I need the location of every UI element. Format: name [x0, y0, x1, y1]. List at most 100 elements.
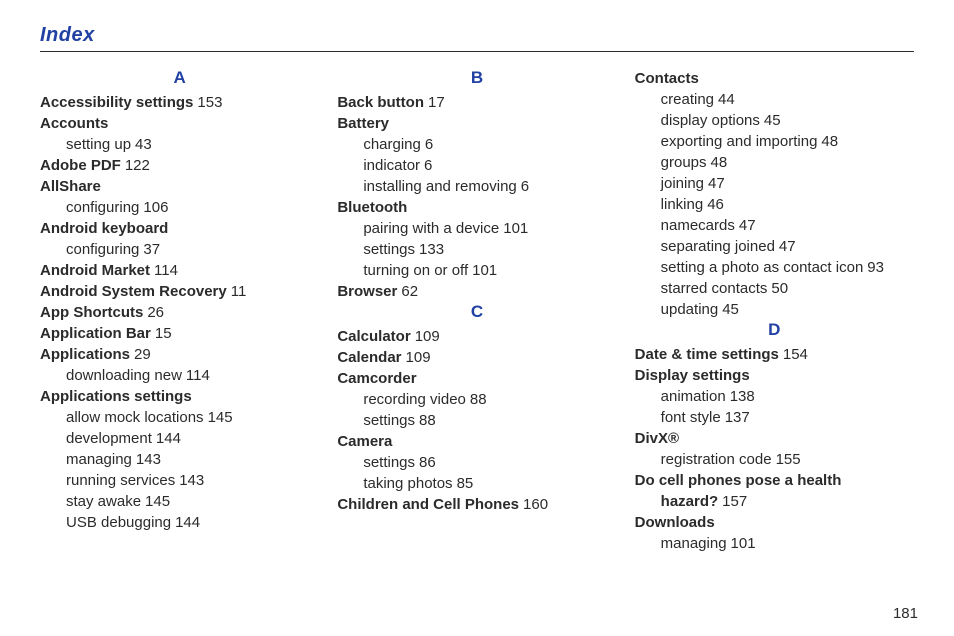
index-entry: Applications29: [40, 344, 319, 365]
index-page-ref: 145: [145, 493, 170, 510]
index-page-ref: 37: [143, 241, 160, 258]
index-subterm: taking photos: [363, 475, 452, 492]
index-page-ref: 46: [707, 196, 724, 213]
index-subterm: installing and removing: [363, 178, 516, 195]
index-page-ref: 137: [725, 409, 750, 426]
index-page-ref: 15: [155, 325, 172, 342]
index-subentry: turning on or off101: [337, 260, 616, 281]
index-subterm: separating joined: [661, 238, 775, 255]
index-page-ref: 88: [419, 412, 436, 429]
index-subentry: pairing with a device101: [337, 218, 616, 239]
index-subterm: allow mock locations: [66, 409, 204, 426]
index-term: Accounts: [40, 115, 108, 132]
index-subterm: setting up: [66, 136, 131, 153]
index-term: Browser: [337, 283, 397, 300]
index-subentry: joining47: [635, 173, 914, 194]
index-page-ref: 17: [428, 94, 445, 111]
index-page-ref: 47: [708, 175, 725, 192]
index-subentry: development144: [40, 428, 319, 449]
index-column: Contactscreating44display options45expor…: [635, 68, 914, 554]
index-subterm: animation: [661, 388, 726, 405]
index-page-ref: 93: [867, 259, 884, 276]
index-page-ref: 101: [472, 262, 497, 279]
index-entry: Back button17: [337, 92, 616, 113]
index-page-ref: 85: [457, 475, 474, 492]
index-subterm: recording video: [363, 391, 466, 408]
index-subentry: settings86: [337, 452, 616, 473]
index-subentry: exporting and importing48: [635, 131, 914, 152]
index-page-ref: 154: [783, 346, 808, 363]
index-page-ref: 88: [470, 391, 487, 408]
index-subentry: registration code155: [635, 449, 914, 470]
index-subentry: managing101: [635, 533, 914, 554]
index-entry: Bluetooth: [337, 197, 616, 218]
page-number: 181: [893, 605, 918, 622]
index-term: Display settings: [635, 367, 750, 384]
index-subterm: joining: [661, 175, 704, 192]
index-entry: Do cell phones pose a health: [635, 470, 914, 491]
index-entry: Children and Cell Phones160: [337, 494, 616, 515]
index-subterm: creating: [661, 91, 714, 108]
index-subterm: pairing with a device: [363, 220, 499, 237]
index-subentry: running services143: [40, 470, 319, 491]
index-entry: Calculator 109: [337, 326, 616, 347]
index-page-ref: 48: [711, 154, 728, 171]
index-entry: Battery: [337, 113, 616, 134]
index-page-ref: 133: [419, 241, 444, 258]
index-subentry: creating44: [635, 89, 914, 110]
index-subentry: managing143: [40, 449, 319, 470]
index-page-ref: 47: [739, 217, 756, 234]
index-page-ref: 143: [136, 451, 161, 468]
index-subentry: settings88: [337, 410, 616, 431]
index-entry: Contacts: [635, 68, 914, 89]
index-page-ref: 86: [419, 454, 436, 471]
index-entry: AllShare: [40, 176, 319, 197]
index-subentry: configuring37: [40, 239, 319, 260]
index-term: Do cell phones pose a health: [635, 472, 842, 489]
index-subterm: stay awake: [66, 493, 141, 510]
index-entry: hazard?157: [635, 491, 914, 512]
index-subterm: downloading new: [66, 367, 182, 384]
index-term: Bluetooth: [337, 199, 407, 216]
index-entry: Display settings: [635, 365, 914, 386]
index-page-ref: 109: [406, 349, 431, 366]
index-subterm: starred contacts: [661, 280, 768, 297]
index-subentry: namecards47: [635, 215, 914, 236]
index-page-ref: 48: [821, 133, 838, 150]
index-entry: Calendar109: [337, 347, 616, 368]
index-subterm: charging: [363, 136, 421, 153]
index-page-ref: 109: [415, 328, 440, 345]
index-entry: DivX®: [635, 428, 914, 449]
index-entry: Downloads: [635, 512, 914, 533]
index-subentry: stay awake145: [40, 491, 319, 512]
index-entry: Application Bar15: [40, 323, 319, 344]
index-page-ref: 6: [425, 136, 433, 153]
index-entry: Android Market114: [40, 260, 319, 281]
index-subentry: recording video88: [337, 389, 616, 410]
index-subterm: indicator: [363, 157, 420, 174]
index-subterm: linking: [661, 196, 704, 213]
page-title: Index: [40, 24, 914, 47]
index-columns: AAccessibility settings153Accountssettin…: [40, 68, 914, 554]
index-entry: Adobe PDF122: [40, 155, 319, 176]
index-subentry: setting up43: [40, 134, 319, 155]
index-page-ref: 144: [175, 514, 200, 531]
index-term: Calculator: [337, 328, 410, 345]
index-term: Battery: [337, 115, 389, 132]
index-term: Contacts: [635, 70, 699, 87]
index-subterm: settings: [363, 412, 415, 429]
index-subentry: allow mock locations145: [40, 407, 319, 428]
index-subentry: indicator6: [337, 155, 616, 176]
index-page-ref: 157: [722, 493, 747, 510]
index-column: BBack button17Batterycharging6indicator6…: [337, 68, 616, 554]
index-subentry: setting a photo as contact icon93: [635, 257, 914, 278]
index-subentry: linking46: [635, 194, 914, 215]
index-term: DivX®: [635, 430, 679, 447]
index-term: Back button: [337, 94, 424, 111]
index-term: Application Bar: [40, 325, 151, 342]
index-term: Android keyboard: [40, 220, 168, 237]
index-page-ref: 29: [134, 346, 151, 363]
index-page-ref: 47: [779, 238, 796, 255]
index-term: Date & time settings: [635, 346, 779, 363]
index-subterm: configuring: [66, 241, 139, 258]
